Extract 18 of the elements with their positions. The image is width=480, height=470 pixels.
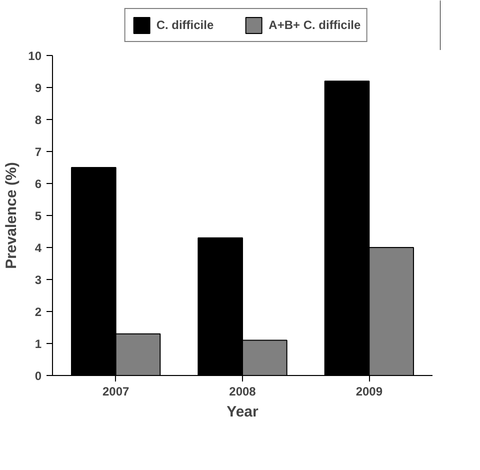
legend-label: C. difficile (156, 18, 214, 32)
y-tick-label: 5 (34, 209, 42, 223)
y-tick-label: 1 (34, 337, 42, 351)
y-axis-title: Prevalence (%) (3, 162, 20, 269)
y-tick-label: 10 (28, 49, 42, 63)
legend-label: A+B+ C. difficile (268, 18, 361, 32)
y-tick-label: 9 (34, 81, 42, 95)
x-tick-label: 2008 (229, 384, 256, 398)
y-tick-label: 8 (34, 113, 42, 127)
y-tick-label: 6 (34, 177, 42, 191)
y-tick-label: 2 (34, 305, 42, 319)
y-tick-label: 4 (34, 241, 42, 255)
y-tick-label: 0 (34, 369, 42, 383)
x-tick-label: 2009 (356, 384, 383, 398)
x-axis-title: Year (226, 404, 259, 420)
y-tick-label: 3 (34, 273, 42, 287)
y-tick-label: 7 (34, 145, 42, 159)
x-tick-label: 2007 (102, 384, 130, 398)
